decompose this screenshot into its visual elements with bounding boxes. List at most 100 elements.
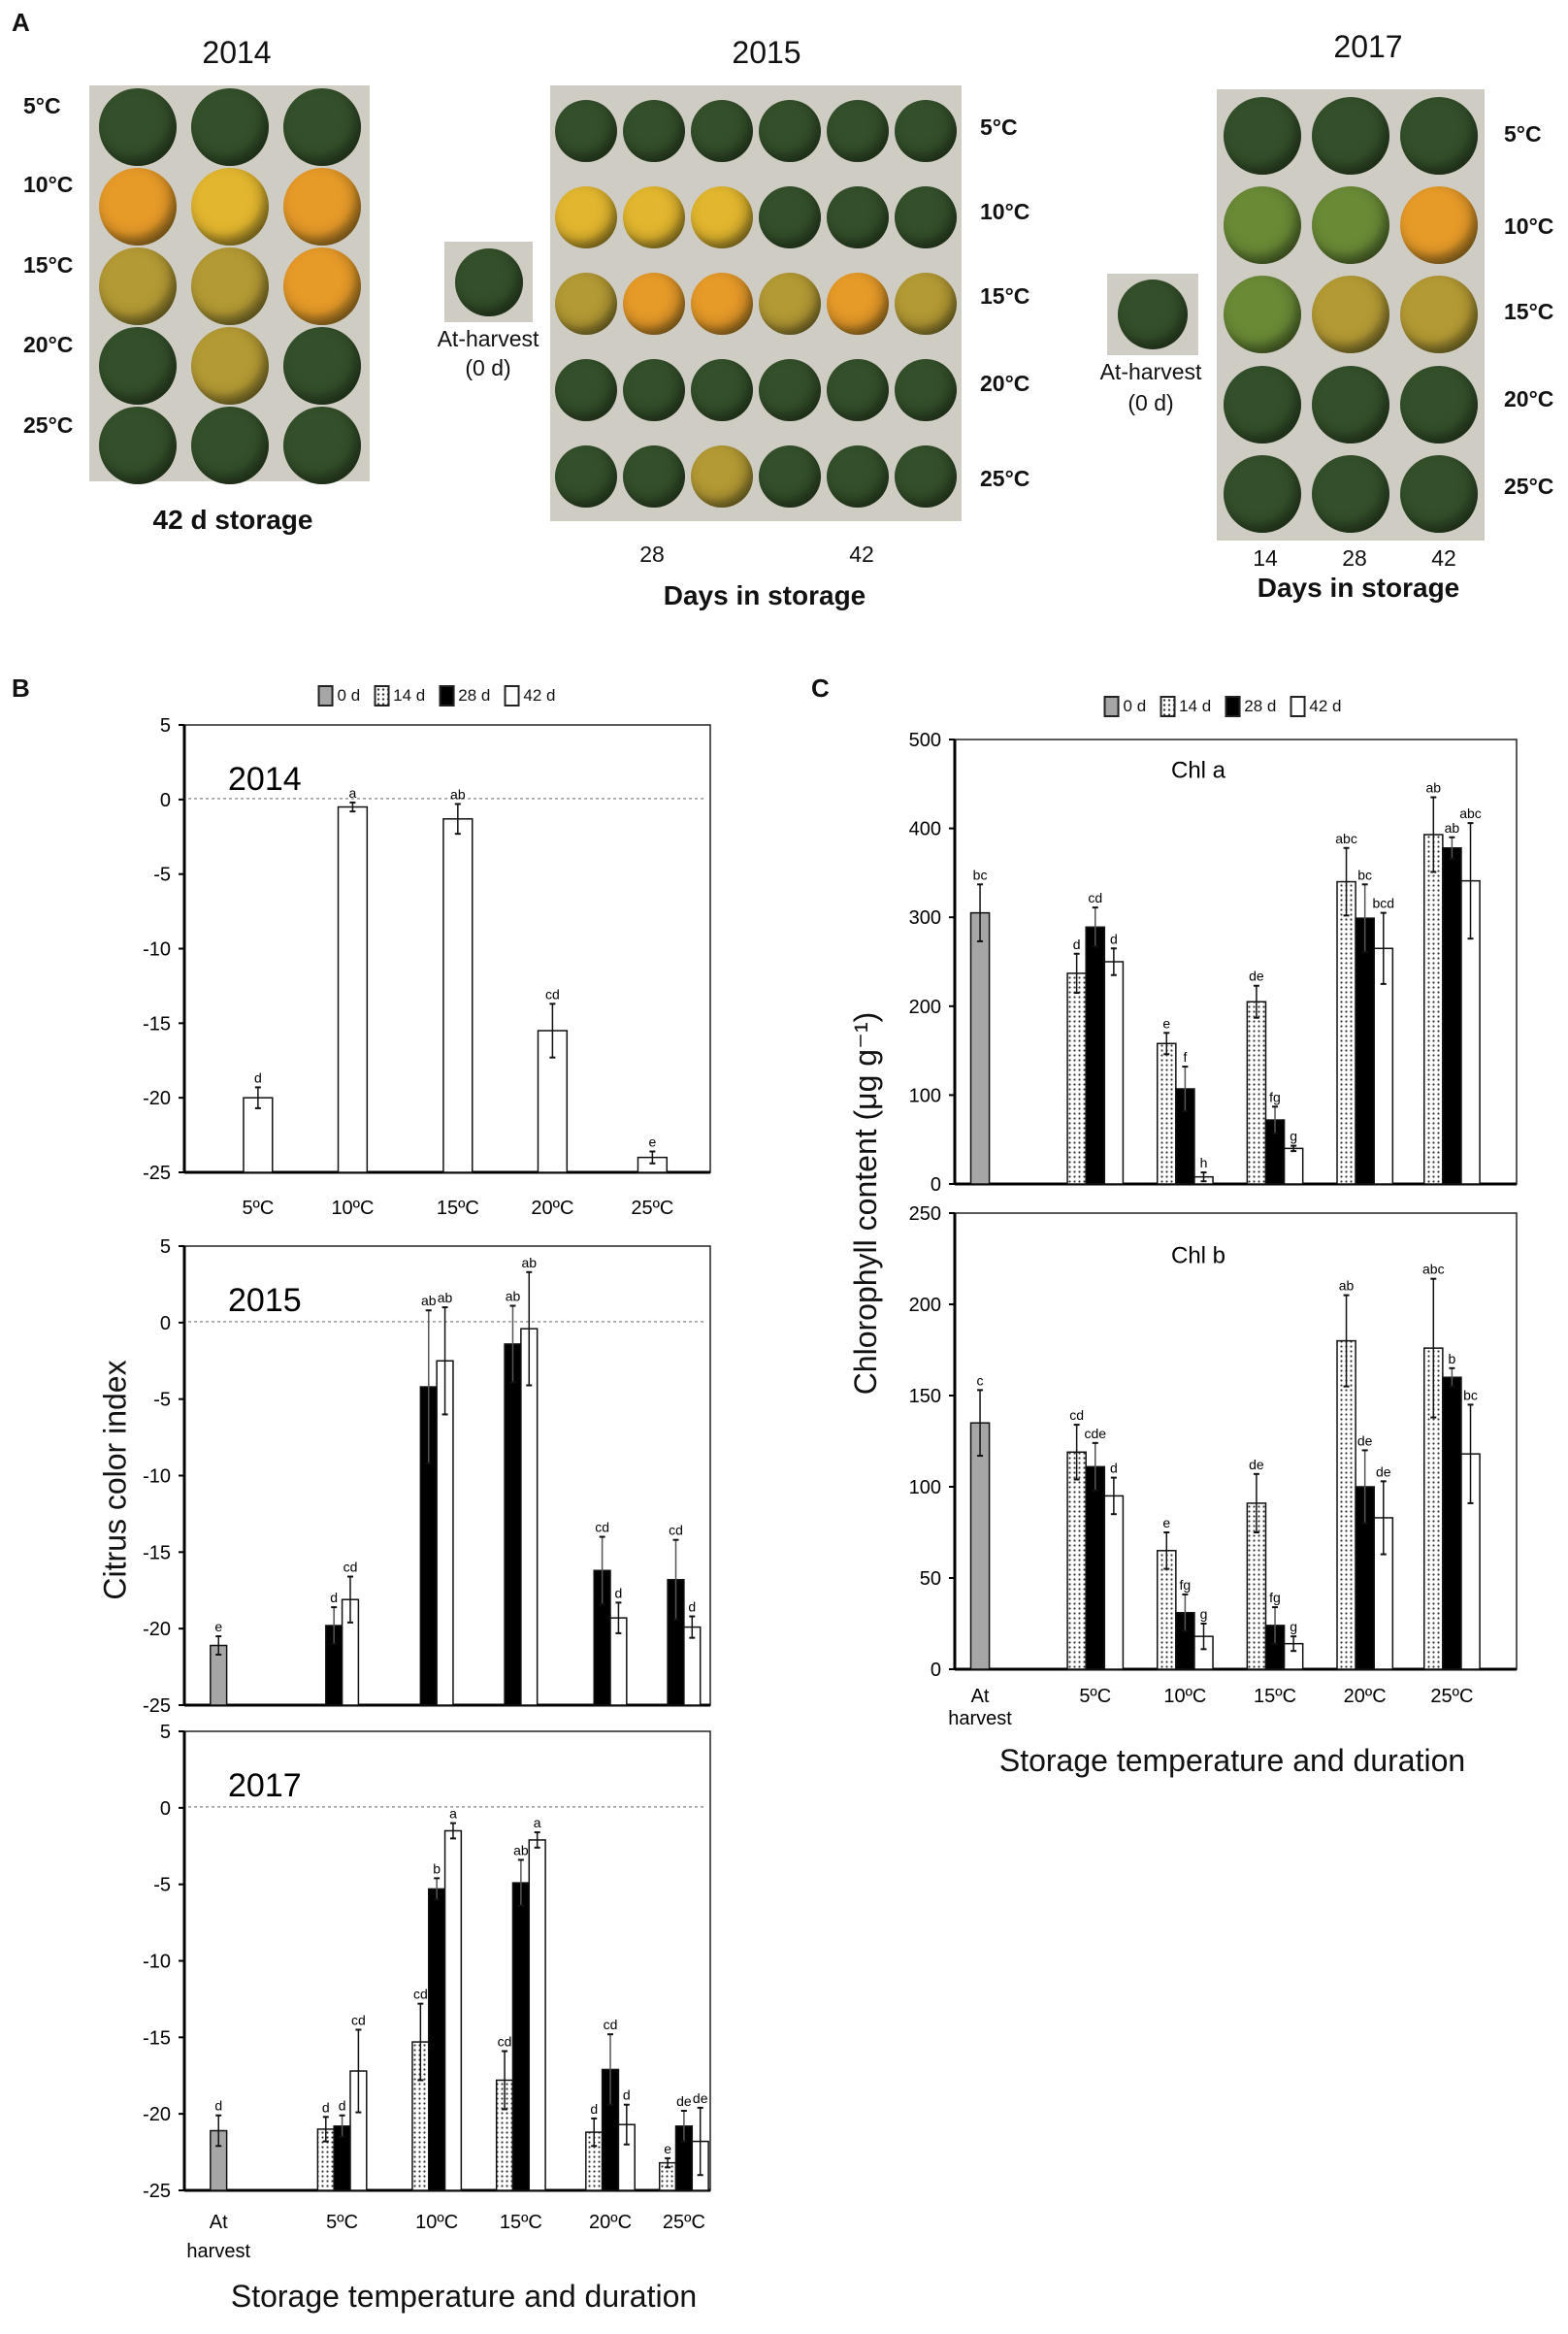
significance-letter: cd bbox=[351, 2012, 366, 2027]
significance-letter: ab bbox=[1339, 1278, 1355, 1294]
panel-letter-c: C bbox=[811, 674, 830, 703]
bar-14d-4 bbox=[1336, 1339, 1356, 1670]
temp-label: 20°C bbox=[1504, 386, 1554, 411]
fruit bbox=[282, 247, 361, 325]
legend-label: 14 d bbox=[393, 686, 426, 705]
legend-label: 0 d bbox=[337, 686, 361, 705]
legend-item: 0 d bbox=[317, 685, 361, 707]
significance-letter: ab bbox=[513, 1842, 529, 1857]
bar-14d-5 bbox=[1423, 834, 1444, 1185]
y-tick-label: 100 bbox=[909, 1085, 941, 1106]
bar-42d-1 bbox=[337, 805, 369, 1173]
fruit bbox=[759, 99, 821, 162]
legend-swatch bbox=[1225, 696, 1241, 717]
y-tick-label: -5 bbox=[153, 865, 171, 886]
temp-label: 25°C bbox=[23, 412, 74, 438]
significance-letter: ab bbox=[521, 1255, 537, 1270]
significance-letter: de bbox=[693, 2090, 708, 2106]
fruit bbox=[623, 185, 685, 248]
significance-letter: a bbox=[449, 1806, 457, 1822]
photo-2017-title: 2017 bbox=[1333, 29, 1403, 64]
fruit bbox=[827, 358, 889, 421]
x-tick-label: 5ºC bbox=[242, 1198, 274, 1219]
bar-0d-0 bbox=[969, 911, 991, 1185]
significance-letter: b bbox=[1449, 1351, 1456, 1366]
day-label: 28 bbox=[639, 542, 665, 567]
fruit bbox=[555, 99, 617, 162]
days-in-storage-label: Days in storage bbox=[1257, 573, 1460, 603]
fruit bbox=[1224, 276, 1302, 354]
significance-letter: e bbox=[664, 2141, 671, 2156]
significance-letter: de bbox=[1249, 1457, 1264, 1472]
significance-letter: abc bbox=[1422, 1262, 1445, 1277]
x-tick-label: 20ºC bbox=[531, 1198, 573, 1219]
fruit bbox=[1224, 454, 1302, 533]
x-tick-label: harvest bbox=[948, 1708, 1012, 1729]
storage-caption: 42 d storage bbox=[152, 505, 313, 535]
x-tick-label: 5ºC bbox=[1079, 1686, 1111, 1707]
temp-label: 10°C bbox=[1504, 214, 1554, 239]
temp-label: 20°C bbox=[980, 371, 1030, 396]
legend-swatch bbox=[1103, 696, 1120, 717]
bar-42d-1 bbox=[1103, 1495, 1125, 1670]
y-tick-label: 5 bbox=[160, 1236, 171, 1258]
significance-letter: cd bbox=[1088, 890, 1102, 905]
significance-letter: cd bbox=[1069, 1407, 1084, 1423]
significance-letter: cd bbox=[413, 1987, 428, 2002]
legend-c: 0 d 14 d 28 d 42 d bbox=[1103, 696, 1341, 717]
y-tick-label: -15 bbox=[143, 1542, 171, 1563]
fruit-photo-2015 bbox=[550, 85, 962, 521]
panel-letter-a: A bbox=[12, 8, 30, 37]
photo-2014-title: 2014 bbox=[202, 35, 272, 70]
legend-b: 0 d 14 d 28 d 42 d bbox=[317, 685, 555, 707]
x-tick-label: 15ºC bbox=[1254, 1686, 1296, 1707]
y-tick-label: 200 bbox=[909, 997, 941, 1018]
legend-item: 28 d bbox=[1225, 696, 1276, 717]
chart-title: 2014 bbox=[228, 761, 302, 798]
chart-title: 2015 bbox=[228, 1282, 302, 1319]
fruit bbox=[623, 444, 685, 508]
day-label: 42 bbox=[1431, 545, 1456, 571]
fruit bbox=[1399, 365, 1478, 444]
fruit bbox=[759, 185, 821, 248]
legend-swatch bbox=[504, 685, 520, 707]
significance-letter: abc bbox=[1459, 805, 1482, 821]
significance-letter: cd bbox=[343, 1560, 358, 1575]
bar-14d-1 bbox=[1066, 972, 1087, 1185]
fruit bbox=[759, 272, 821, 335]
legend-item: 42 d bbox=[504, 685, 555, 707]
y-tick-label: 250 bbox=[909, 1203, 941, 1225]
temp-label: 5°C bbox=[980, 115, 1018, 140]
fruit bbox=[827, 272, 889, 335]
significance-letter: d bbox=[214, 2098, 222, 2114]
temp-label: 15°C bbox=[23, 252, 74, 278]
fruit bbox=[1399, 276, 1478, 354]
fruit bbox=[1399, 186, 1478, 265]
x-tick-label: 10ºC bbox=[415, 2212, 458, 2233]
fruit bbox=[282, 327, 361, 405]
significance-letter: ab bbox=[421, 1293, 437, 1308]
significance-letter: e bbox=[648, 1134, 656, 1149]
significance-letter: bc bbox=[1463, 1387, 1478, 1402]
fruit bbox=[555, 272, 617, 335]
legend-item: 28 d bbox=[439, 685, 490, 707]
y-tick-label: 200 bbox=[909, 1295, 941, 1316]
bar-42d-5 bbox=[683, 1626, 702, 1706]
fruit-photo-2017 bbox=[1217, 89, 1485, 541]
bar-28d-1 bbox=[1085, 1465, 1106, 1670]
significance-letter: d bbox=[688, 1599, 696, 1615]
legend-swatch bbox=[1290, 696, 1306, 717]
legend-item: 14 d bbox=[374, 685, 425, 707]
fruit bbox=[98, 407, 177, 484]
y-tick-label: -10 bbox=[143, 1952, 171, 1973]
x-tick-label: 15ºC bbox=[437, 1198, 479, 1219]
temp-label: 20°C bbox=[23, 332, 74, 357]
significance-letter: e bbox=[1162, 1015, 1170, 1031]
chart-title: Chl b bbox=[1171, 1242, 1225, 1268]
significance-letter: fg bbox=[1269, 1089, 1281, 1104]
significance-letter: cd bbox=[604, 2017, 618, 2032]
significance-letter: d bbox=[590, 2101, 598, 2117]
significance-letter: d bbox=[615, 1585, 623, 1600]
